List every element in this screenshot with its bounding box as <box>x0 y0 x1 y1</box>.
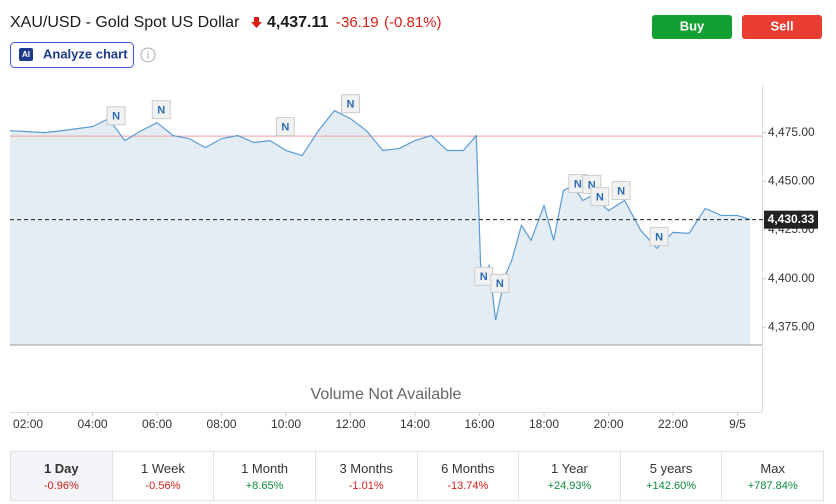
title: XAU/USD - Gold Spot US Dollar <box>10 14 240 31</box>
sell-label: Sell <box>770 18 793 33</box>
price: 4,437.11 <box>267 14 329 31</box>
news-label: N <box>617 185 625 197</box>
x-tick-label: 22:00 <box>658 417 688 431</box>
period-tab[interactable]: Max +787.84% <box>721 452 823 500</box>
y-tick-label: 4,400.00 <box>768 271 815 285</box>
y-tick-label: 4,450.00 <box>768 174 815 188</box>
x-tick-label: 04:00 <box>78 417 108 431</box>
period-change: -0.96% <box>43 480 79 492</box>
y-tick-label: 4,375.00 <box>768 319 815 333</box>
period-name: Max <box>760 461 785 476</box>
volume-note: Volume Not Available <box>311 386 462 403</box>
buy-label: Buy <box>680 18 705 33</box>
y-tick-label: 4,475.00 <box>768 125 815 139</box>
buy-button[interactable] <box>652 15 732 39</box>
plot: Investing.comVolume Not Available4,375.0… <box>9 94 818 431</box>
news-label: N <box>588 179 596 191</box>
news-marker <box>590 187 610 207</box>
news-marker <box>151 100 171 120</box>
news-label: N <box>281 122 289 134</box>
news-marker <box>649 226 669 246</box>
period-change: -13.74% <box>447 480 489 492</box>
x-tick-label: 14:00 <box>400 417 430 431</box>
analyze-button[interactable] <box>10 42 134 68</box>
x-tick-label: 9/5 <box>729 417 746 431</box>
period-name: 5 years <box>649 461 693 476</box>
period-change: +787.84% <box>747 480 798 492</box>
x-tick-label: 08:00 <box>207 417 237 431</box>
x-tick-label: 12:00 <box>336 417 366 431</box>
period-name: 1 Year <box>551 461 588 476</box>
info-text: i <box>147 51 149 62</box>
ai-badge <box>19 48 33 61</box>
x-tick-label: 16:00 <box>465 417 495 431</box>
news-label: N <box>496 278 504 290</box>
period-tab[interactable]: 1 Week -0.56% <box>111 452 214 500</box>
area <box>10 110 751 345</box>
period-tabs: 1 Day -0.96% 1 Week -0.56% 1 Month +8.65% 3 Mo… <box>10 451 824 501</box>
change: -36.19 <box>336 14 379 31</box>
period-name: 6 Months <box>441 461 495 476</box>
change-pct: (-0.81%) <box>384 14 442 31</box>
x-tick-label: 02:00 <box>13 417 43 431</box>
period-tab[interactable]: 5 years +142.60% <box>619 452 722 500</box>
price-line <box>9 109 751 321</box>
x-tick-label: 20:00 <box>593 417 623 431</box>
down-arrow <box>251 17 262 28</box>
news-marker <box>106 106 126 126</box>
period-name: 1 Month <box>241 461 289 476</box>
news-label: N <box>480 271 488 283</box>
period-tab[interactable]: 1 Year +24.93% <box>518 452 620 500</box>
last-price-box <box>764 210 818 229</box>
news-label: N <box>596 191 604 203</box>
period-tab[interactable]: 3 Months -1.01% <box>314 452 417 500</box>
news-label: N <box>112 111 120 123</box>
news-label: N <box>347 99 355 111</box>
news-label: N <box>157 105 165 117</box>
news-label: N <box>574 178 582 190</box>
period-change: -0.56% <box>145 480 181 492</box>
news-marker <box>341 94 361 114</box>
news-marker <box>490 273 510 293</box>
news-marker <box>275 117 295 137</box>
period-change: +24.93% <box>547 480 592 492</box>
ai-text: AI <box>22 50 30 59</box>
analyze-label: Analyze chart <box>43 46 128 61</box>
x-tick-label: 06:00 <box>142 417 172 431</box>
period-tab[interactable]: 1 Month +8.65% <box>213 452 315 500</box>
sell-button[interactable] <box>742 15 822 39</box>
info-icon[interactable] <box>140 47 156 63</box>
x-tick-label: 10:00 <box>271 417 301 431</box>
x-tick-label: 18:00 <box>529 417 559 431</box>
chart: XAU/USD - Gold Spot US Dollar 4,437.11 -… <box>9 14 822 431</box>
last-price-label: 4,430.33 <box>768 212 815 226</box>
period-change: +142.60% <box>646 480 696 492</box>
period-name: 3 Months <box>339 461 393 476</box>
news-marker <box>611 181 631 201</box>
period-change: +8.65% <box>245 480 284 492</box>
news-label: N <box>655 231 663 243</box>
period-change: -1.01% <box>348 480 384 492</box>
period-name: 1 Week <box>141 461 185 476</box>
period-tab[interactable]: 1 Day -0.96% <box>11 452 112 500</box>
period-name: 1 Day <box>43 461 79 476</box>
period-tab[interactable]: 6 Months -13.74% <box>416 452 519 500</box>
